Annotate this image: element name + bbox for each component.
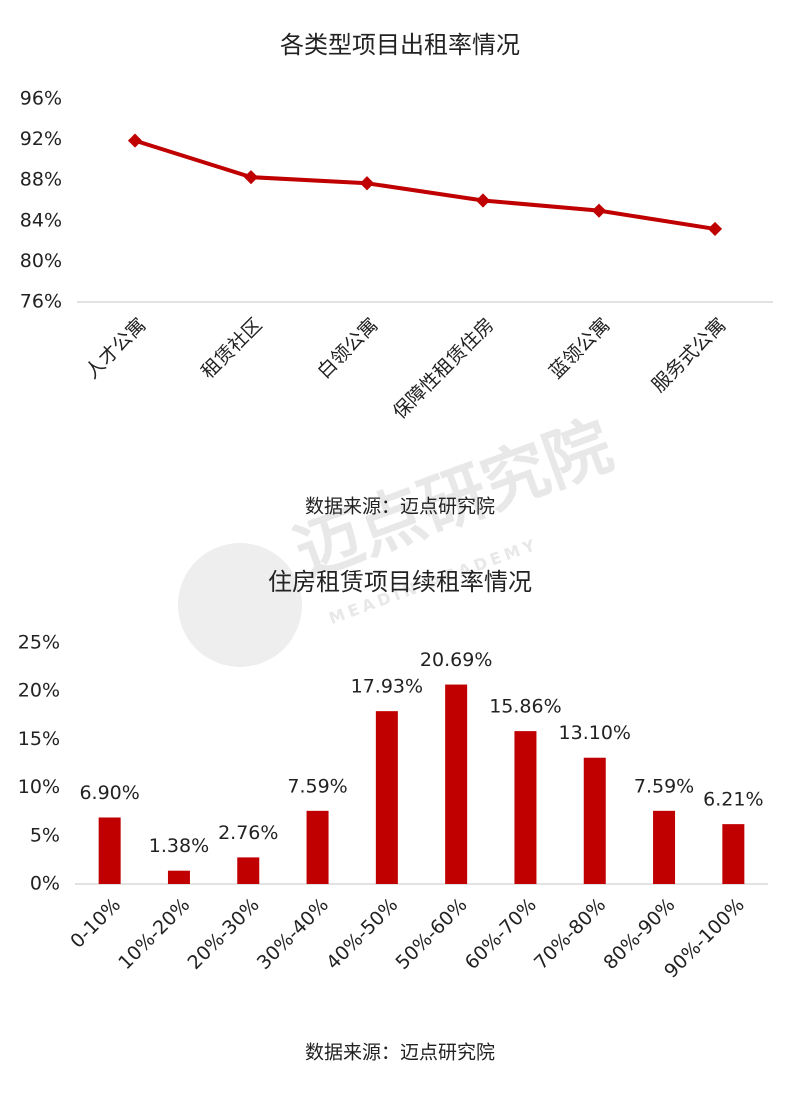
marker [475,193,491,208]
bar [722,824,745,884]
bar [167,870,190,884]
x-tick-label: 40%-50% [322,894,402,974]
x-tick-label: 70%-80% [530,894,610,974]
data-label: 17.93% [351,676,423,698]
data-label: 1.38% [149,835,209,857]
bar [306,810,329,884]
y-tick-label: 92% [20,128,62,150]
y-tick-label: 84% [20,209,62,231]
x-tick-label: 保障性租赁住房 [389,314,499,424]
source: 数据来源：迈点研究院 [305,496,495,518]
chart-title: 住房租赁项目续租率情况 [268,568,532,596]
x-tick-label: 租赁社区 [197,314,266,383]
y-tick-label: 5% [30,824,60,846]
data-label: 15.86% [489,696,561,718]
line [134,138,716,231]
bar [237,857,260,884]
watermark: 迈点研究院 MEADIN ACADEMY [178,407,622,667]
data-label: 7.59% [634,775,694,797]
x-tick-label: 50%-60% [391,894,471,974]
y-tick-label: 88% [20,169,62,191]
y-tick-label: 76% [20,291,62,313]
bar [98,817,121,884]
chart-title: 各类型项目出租率情况 [280,31,520,59]
y-tick-label: 20% [18,680,60,702]
data-label: 2.76% [218,822,278,844]
data-label: 7.59% [287,775,347,797]
marker [127,133,143,148]
marker [707,221,723,236]
data-label: 13.10% [559,722,631,744]
x-tick-label: 白领公寓 [313,314,382,383]
data-label: 6.90% [79,782,139,804]
marker [591,203,607,218]
y-tick-label: 0% [30,873,60,895]
x-tick-label: 人才公寓 [81,314,150,383]
y-tick-label: 80% [20,250,62,272]
data-label: 20.69% [420,649,492,671]
y-tick-label: 15% [18,728,60,750]
x-tick-label: 10%-20% [114,894,194,974]
x-tick-label: 蓝领公寓 [545,314,614,383]
y-tick-label: 96% [20,88,62,110]
bar [514,731,537,884]
bar [583,757,606,884]
x-tick-label: 60%-70% [461,894,541,974]
bar [653,810,676,884]
marker [359,176,375,191]
marker [243,170,259,185]
y-tick-label: 10% [18,776,60,798]
bar [375,711,398,884]
source: 数据来源：迈点研究院 [305,1042,495,1064]
x-tick-label: 30%-40% [253,894,333,974]
bar [445,684,468,884]
x-tick-label: 0-10% [66,894,125,953]
x-tick-label: 服务式公寓 [648,314,731,397]
watermark-logo [178,543,302,667]
x-tick-label: 20%-30% [184,894,264,974]
data-label: 6.21% [703,789,763,811]
y-tick-label: 25% [18,632,60,654]
